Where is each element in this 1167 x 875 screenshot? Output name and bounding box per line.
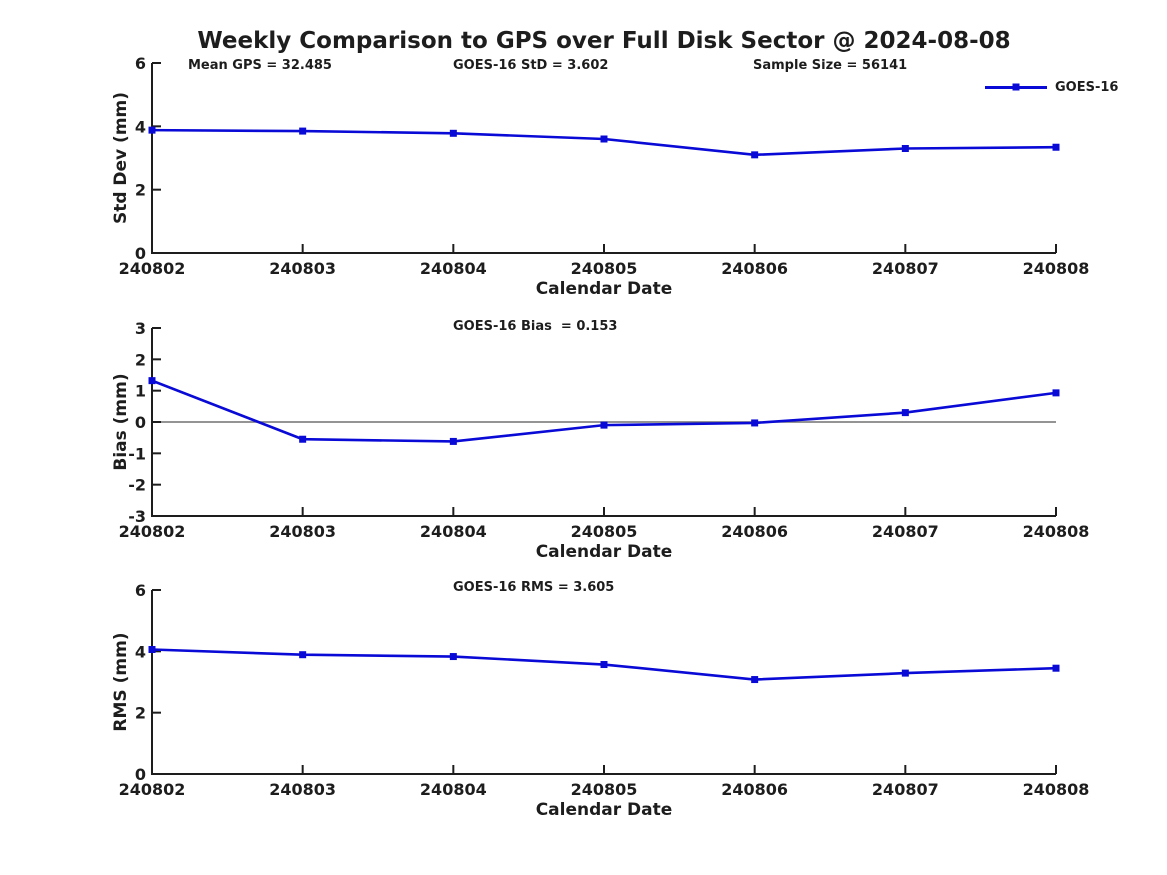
xlabel-calendar-date-2: Calendar Date [535,542,673,562]
subplot-1: 0 2 4 6 240802 240803 240804 240805 240806 240807… [119,54,1090,278]
y-tick-label: 2 [135,350,146,369]
x-tick-label: 240806 [721,780,788,799]
y-tick-label: 0 [135,244,146,263]
x-tick-label: 240807 [872,522,939,541]
data-point-marker [901,409,909,417]
y-tick-label: -1 [128,444,146,463]
x-tick-label: 240805 [571,780,638,799]
data-point-marker [299,435,307,443]
data-point-marker [449,129,457,137]
x-tick-label: 240802 [119,259,186,278]
data-point-marker [148,645,156,653]
y-tick-label: -2 [128,476,146,495]
y-tick-label: 3 [135,319,146,338]
y-tick-label: 0 [135,765,146,784]
x-tick-label: 240803 [269,780,336,799]
data-point-marker [600,135,608,143]
data-point-marker [1052,664,1060,672]
ylabel-bias: Bias (mm) [111,373,131,471]
data-point-marker [449,437,457,445]
x-tick-label: 240806 [721,259,788,278]
ylabel-std-dev: Std Dev (mm) [111,91,131,225]
data-point-marker [1052,389,1060,397]
annotation-mean-gps: Mean GPS = 32.485 [188,58,332,73]
subplot-2: -3 -2 -1 0 1 2 3 240802 240803 240804 240805 240806… [119,319,1090,541]
chart-title: Weekly Comparison to GPS over Full Disk … [197,28,1011,54]
annotation-std: GOES-16 StD = 3.602 [453,58,609,73]
x-tick-label: 240807 [872,780,939,799]
x-tick-label: 240804 [420,780,487,799]
data-point-marker [901,145,909,152]
y-tick-label: 6 [135,54,146,73]
x-tick-label: 240804 [420,522,487,541]
subplot-3: 0 2 4 6 240802 240803 240804 240805 240806 240807… [119,581,1090,799]
x-tick-label: 240805 [571,259,638,278]
y-tick-label: 1 [135,382,146,401]
data-point-marker [600,421,608,429]
xlabel-calendar-date-1: Calendar Date [535,279,673,299]
data-point-marker [1052,143,1060,151]
x-tick-label: 240806 [721,522,788,541]
data-point-marker [901,669,909,677]
y-tick-label: 2 [135,704,146,723]
data-point-marker [751,151,759,159]
y-tick-label: -3 [128,507,146,526]
data-point-marker [299,651,307,659]
y-tick-label: 6 [135,581,146,600]
data-point-marker [751,676,759,684]
legend-series-label: GOES-16 [1055,79,1119,95]
x-tick-label: 240802 [119,780,186,799]
x-tick-label: 240804 [420,259,487,278]
y-tick-label: 4 [135,642,146,661]
legend: GOES-16 [985,79,1118,95]
y-tick-label: 2 [135,181,146,200]
xlabel-calendar-date-3: Calendar Date [535,800,673,820]
data-point-marker [600,661,608,669]
x-tick-label: 240803 [269,259,336,278]
ylabel-rms: RMS (mm) [111,632,131,732]
annotation-bias: GOES-16 Bias = 0.153 [453,319,618,334]
data-point-marker [299,127,307,135]
y-tick-label: 0 [135,413,146,432]
legend-line-sample [985,83,1047,91]
x-tick-label: 240808 [1023,522,1090,541]
data-point-marker [148,377,156,385]
x-tick-label: 240803 [269,522,336,541]
y-tick-label: 4 [135,117,146,136]
data-line-goes-16 [150,379,1058,443]
x-tick-label: 240808 [1023,259,1090,278]
data-point-marker [449,653,457,661]
x-tick-label: 240808 [1023,780,1090,799]
annotation-sample-size: Sample Size = 56141 [753,58,908,73]
annotation-rms: GOES-16 RMS = 3.605 [453,580,615,595]
data-point-marker [751,419,759,427]
x-tick-label: 240805 [571,522,638,541]
data-point-marker [148,126,156,134]
x-tick-label: 240807 [872,259,939,278]
legend-marker-square [1012,83,1020,91]
x-tick-label: 240802 [119,522,186,541]
